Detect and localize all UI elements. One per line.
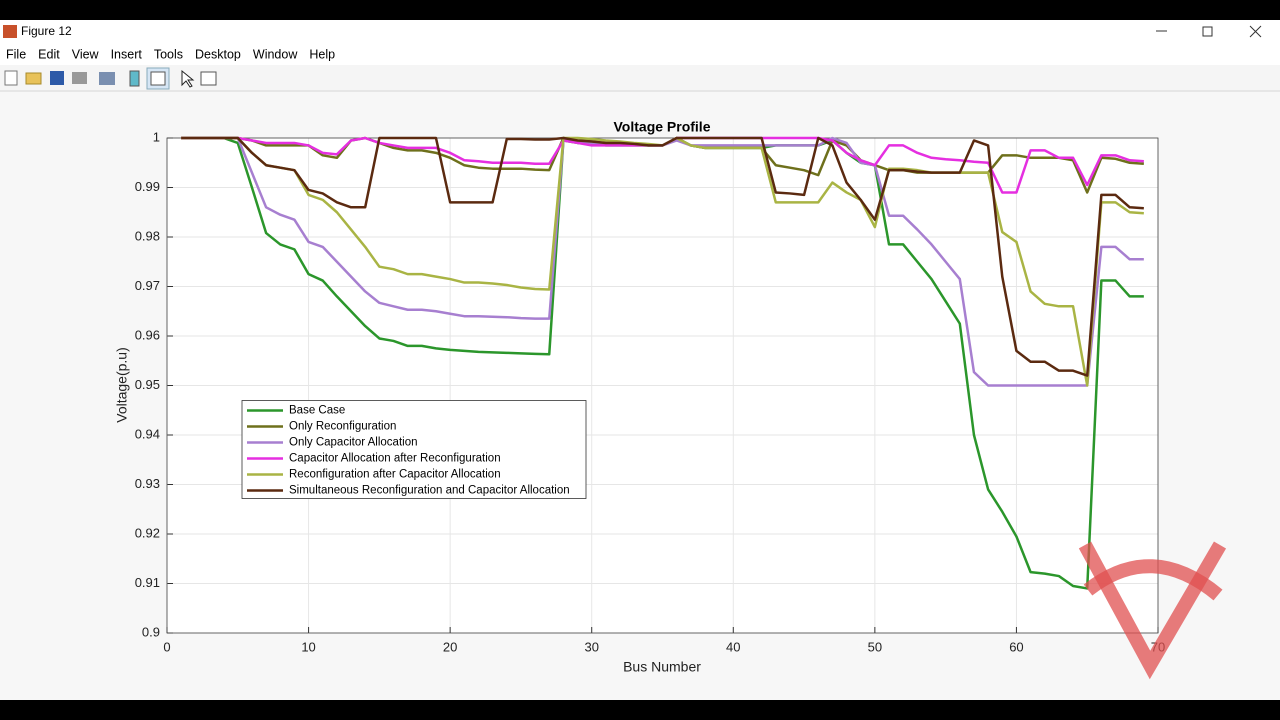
menu-item[interactable]: Desktop — [195, 47, 241, 61]
plot: 0.9 0.91 0.92 0.93 0.94 0.95 0.96 0.97 0.98 0.99 1… — [135, 129, 1166, 654]
legend-box — [241, 400, 587, 499]
menu-item[interactable]: Edit — [38, 47, 60, 61]
pointer-icon[interactable] — [181, 69, 195, 88]
legend-label: Reconfiguration after Capacitor Allocati… — [289, 469, 501, 481]
legend-label: Only Capacitor Allocation — [289, 437, 417, 449]
legend-label: Base Case — [289, 405, 345, 417]
legend-label: Simultaneous Reconfiguration and Capacit… — [289, 485, 570, 497]
open-icon[interactable] — [25, 72, 42, 85]
y-tick-label: 0.92 — [135, 525, 160, 540]
menu-item[interactable]: Help — [309, 47, 335, 61]
legend-label: Capacitor Allocation after Reconfigurati… — [289, 453, 501, 465]
legend-icon-inner — [150, 71, 166, 86]
save-icon[interactable] — [50, 71, 64, 85]
close-button[interactable] — [1249, 25, 1262, 38]
y-tick-label: 0.9 — [142, 624, 160, 639]
menu-item[interactable]: Insert — [111, 47, 143, 61]
y-tick-label: 0.96 — [135, 327, 160, 342]
property-icon[interactable] — [200, 71, 217, 86]
app-icon — [3, 25, 17, 38]
menu-item[interactable]: View — [72, 47, 100, 61]
x-tick-label: 60 — [1009, 639, 1023, 654]
y-tick-label: 0.98 — [135, 228, 160, 243]
axes-box — [166, 137, 1159, 634]
chart-title: Voltage Profile — [614, 119, 711, 135]
menu-item[interactable]: Window — [253, 47, 298, 61]
y-tick-label: 1 — [153, 129, 160, 144]
y-tick-label: 0.99 — [135, 179, 160, 194]
x-tick-label: 20 — [443, 639, 457, 654]
x-tick-label: 30 — [584, 639, 598, 654]
watermark-arc — [1083, 559, 1223, 601]
print-icon[interactable] — [72, 72, 87, 84]
series-line — [181, 136, 1144, 377]
x-tick-label: 10 — [301, 639, 315, 654]
menu-item[interactable]: File — [6, 47, 26, 61]
restore-button[interactable] — [1202, 26, 1213, 37]
y-tick-label: 0.95 — [135, 377, 160, 392]
window-title: Figure 12 — [21, 24, 72, 38]
y-tick-label: 0.91 — [135, 575, 160, 590]
new-icon[interactable] — [4, 70, 18, 86]
link-icon[interactable] — [99, 72, 115, 85]
x-tick-label: 0 — [163, 639, 170, 654]
x-axis-label: Bus Number — [623, 659, 701, 675]
toolbar-icons — [4, 67, 217, 90]
colorbar-icon[interactable] — [129, 70, 140, 87]
y-tick-label: 0.97 — [135, 278, 160, 293]
menu-bar: File Edit View Insert Tools Desktop Window Help — [6, 47, 335, 61]
legend: Base Case Only Reconfiguration Only Capaci… — [241, 400, 587, 499]
x-tick-label: 50 — [868, 639, 882, 654]
y-axis-label: Voltage(p.u) — [114, 347, 130, 423]
y-tick-label: 0.93 — [135, 476, 160, 491]
y-tick-label: 0.94 — [135, 426, 160, 441]
toolbar — [0, 65, 1280, 92]
x-tick-label: 40 — [726, 639, 740, 654]
legend-label: Only Reconfiguration — [289, 421, 396, 433]
menu-item[interactable]: Tools — [154, 47, 183, 61]
